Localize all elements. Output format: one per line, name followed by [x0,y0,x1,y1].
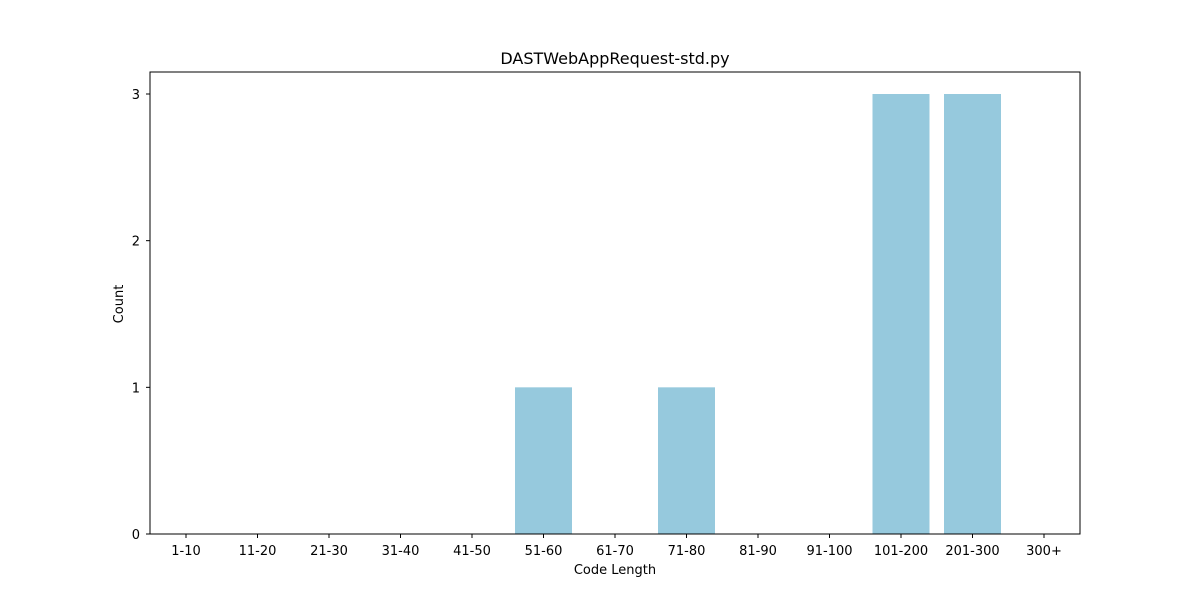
x-tick-label: 201-300 [945,544,999,559]
chart-title: DASTWebAppRequest-std.py [500,49,729,68]
y-axis-title: Count [112,285,127,324]
x-tick-label: 31-40 [382,544,420,559]
bar-51-60 [515,387,572,534]
y-tick-label: 3 [132,88,140,103]
bars-layer [515,94,1001,534]
x-tick-label: 300+ [1026,544,1062,559]
x-tick-label: 81-90 [739,544,777,559]
bar-101-200 [872,94,930,534]
x-tick-label: 1-10 [171,544,201,559]
y-tick-label: 0 [132,528,140,543]
x-axis-title: Code Length [574,563,656,578]
bar-71-80 [658,387,715,534]
x-tick-label: 41-50 [453,544,491,559]
y-axis: 0 1 2 3 [132,88,150,543]
x-tick-label: 101-200 [874,544,928,559]
y-tick-label: 1 [132,381,140,396]
x-tick-label: 11-20 [239,544,277,559]
x-tick-label: 61-70 [596,544,634,559]
bar-201-300 [944,94,1001,534]
x-tick-label: 71-80 [668,544,706,559]
x-tick-label: 51-60 [525,544,563,559]
y-tick-label: 2 [132,235,140,250]
x-axis: 1-10 11-20 21-30 31-40 41-50 51-60 61-70 71-80 8… [171,534,1062,559]
x-tick-label: 91-100 [806,544,852,559]
plot-frame [149,71,1081,535]
x-tick-label: 21-30 [310,544,348,559]
